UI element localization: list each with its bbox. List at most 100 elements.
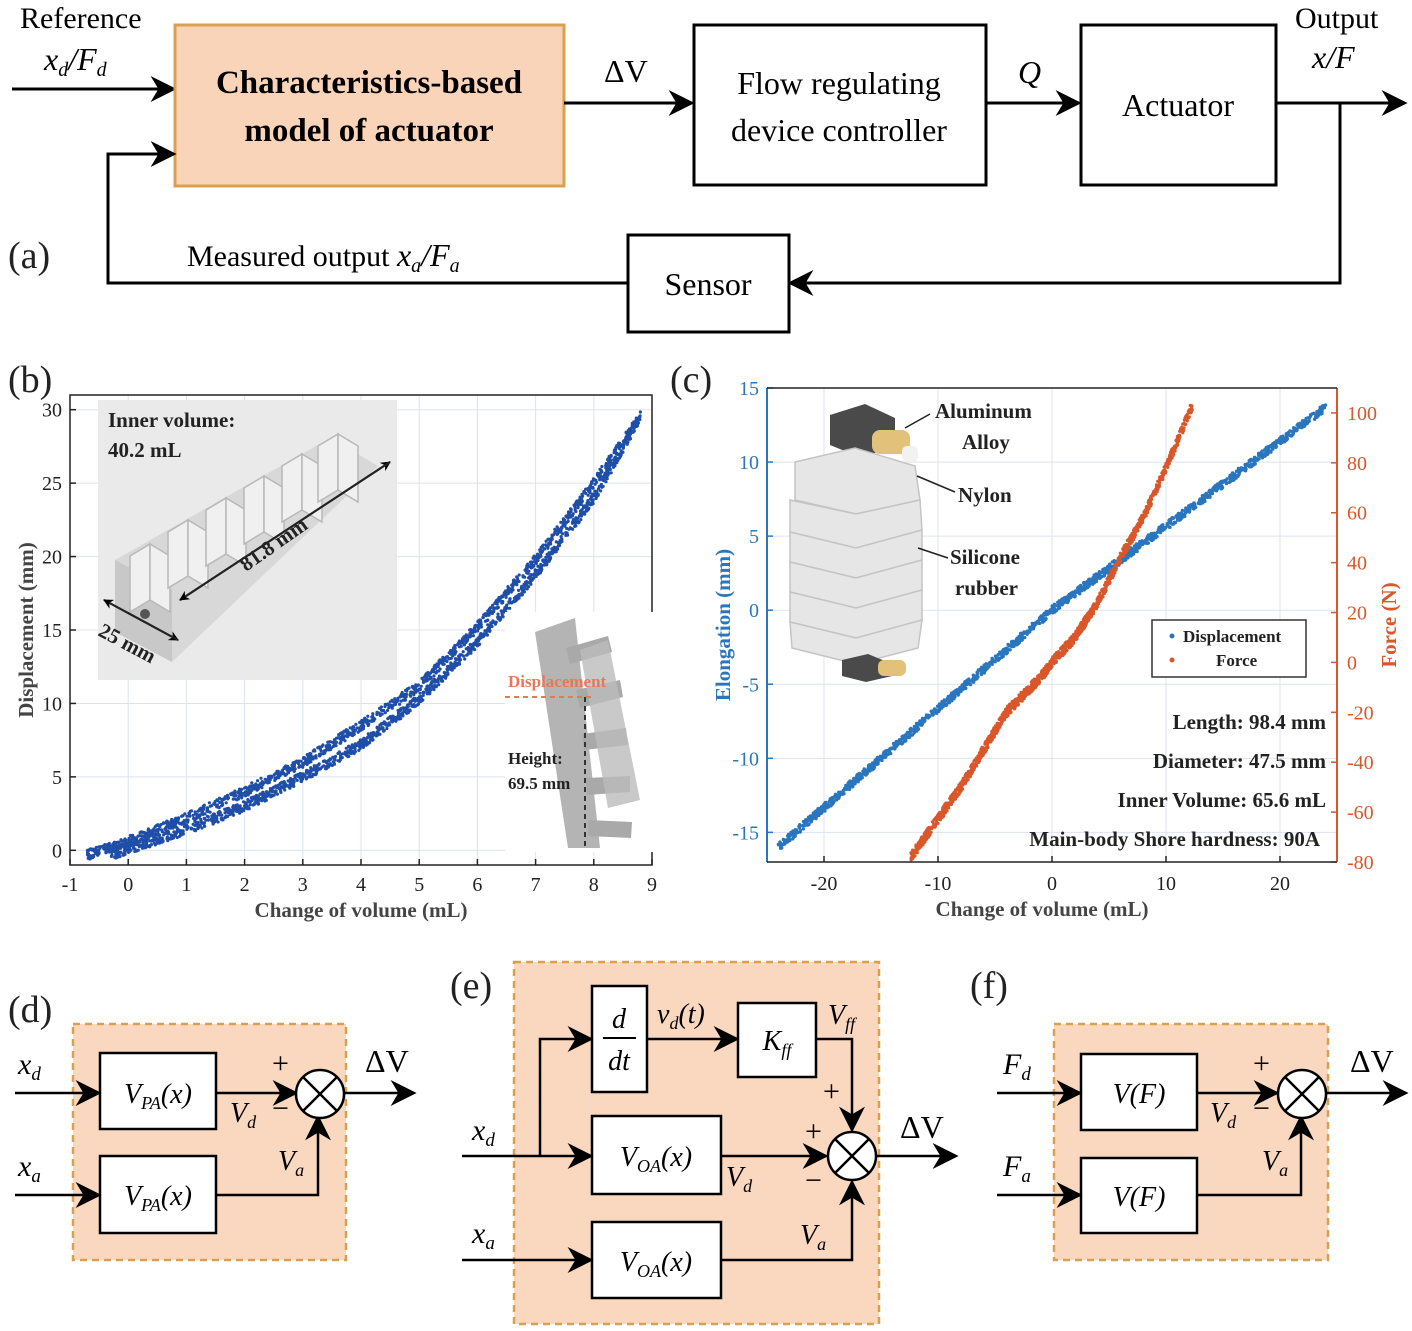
data-point: [256, 779, 260, 783]
data-point: [219, 817, 223, 821]
data-point: [192, 828, 196, 832]
data-point: [302, 761, 306, 765]
data-point: [910, 727, 914, 732]
data-point: [429, 675, 433, 679]
data-point: [194, 823, 198, 827]
data-point: [149, 833, 153, 837]
data-point: [1031, 627, 1036, 631]
data-point: [544, 555, 548, 559]
data-point: [908, 731, 912, 735]
tick-label-y: -15: [732, 822, 759, 844]
data-point: [358, 738, 362, 742]
data-point: [595, 489, 599, 493]
data-point: [813, 816, 818, 820]
data-point: [244, 802, 248, 806]
data-point: [836, 793, 841, 797]
data-point: [367, 719, 371, 723]
data-point: [213, 819, 217, 823]
data-point: [361, 745, 365, 750]
data-point: [471, 647, 475, 651]
data-point: [1281, 434, 1285, 438]
data-point: [990, 656, 994, 661]
data-point: [1045, 610, 1049, 614]
data-point: [207, 801, 211, 805]
data-point: [413, 686, 418, 690]
data-point: [500, 613, 504, 617]
data-point: [370, 715, 374, 719]
data-point: [189, 827, 193, 831]
data-point: [350, 733, 354, 737]
data-point: [1011, 644, 1015, 649]
data-point: [169, 833, 173, 837]
data-point: [277, 772, 281, 776]
data-point: [109, 849, 113, 853]
data-point: [414, 690, 418, 694]
panel-b-label: (b): [8, 359, 52, 401]
data-point: [950, 697, 954, 701]
data-point: [255, 784, 260, 788]
data-point: [161, 821, 165, 826]
data-point: [792, 835, 796, 839]
data-point: [597, 484, 602, 488]
data-point: [223, 807, 227, 811]
data-point: [625, 442, 629, 446]
data-point: [525, 570, 529, 574]
data-point: [292, 779, 296, 784]
data-point: [166, 832, 170, 836]
data-point: [555, 528, 559, 532]
data-point: [284, 772, 289, 776]
data-point: [406, 703, 410, 707]
data-point: [427, 686, 432, 690]
data-point: [416, 696, 420, 700]
data-point: [376, 730, 380, 734]
data-point: [380, 727, 384, 731]
data-point: [344, 746, 348, 750]
data-point: [848, 779, 852, 783]
data-point: [1005, 651, 1009, 655]
data-point: [508, 606, 512, 610]
data-point: [622, 443, 626, 447]
data-point: [408, 708, 412, 712]
data-point: [133, 847, 137, 851]
data-point: [479, 625, 483, 629]
data-point: [454, 650, 458, 654]
data-point: [334, 744, 338, 748]
data-point: [370, 738, 374, 742]
data-point: [625, 436, 629, 440]
data-point: [536, 570, 540, 574]
data-point: [96, 849, 100, 853]
data-point: [159, 828, 164, 832]
data-point: [173, 817, 177, 821]
data-point: [968, 682, 973, 687]
data-point: [365, 721, 369, 725]
data-point: [578, 509, 583, 513]
data-point: [1008, 648, 1012, 652]
tick-label-y: 5: [749, 526, 759, 548]
data-point: [366, 735, 370, 739]
data-point: [1198, 502, 1203, 506]
data-point: [1160, 525, 1164, 529]
data-point: [241, 800, 246, 804]
data-point: [474, 640, 478, 644]
data-point: [115, 855, 119, 860]
tick-label-y: -10: [732, 748, 759, 770]
data-point: [476, 626, 481, 631]
data-point: [110, 853, 114, 857]
data-point: [801, 819, 806, 824]
data-point: [203, 812, 207, 816]
data-point: [198, 807, 202, 811]
data-point: [326, 740, 330, 744]
data-point: [437, 669, 441, 673]
data-point: [134, 843, 139, 847]
data-point: [576, 520, 580, 524]
data-point: [260, 798, 264, 802]
data-point: [245, 806, 249, 811]
data-point: [297, 774, 301, 779]
data-point: [576, 516, 580, 521]
data-point: [1155, 530, 1159, 535]
data-point: [251, 784, 256, 788]
data-point: [421, 680, 426, 685]
data-point: [165, 835, 169, 839]
data-point: [618, 452, 622, 456]
data-point: [1149, 536, 1153, 540]
